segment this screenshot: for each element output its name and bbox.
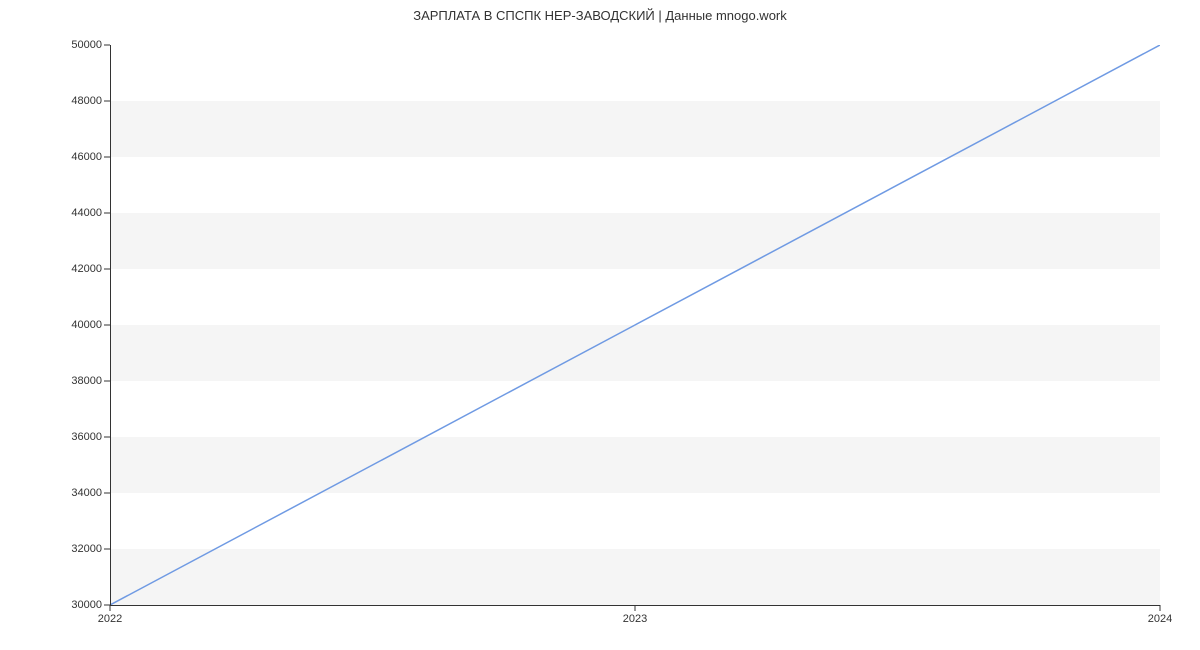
y-tick-label: 46000 <box>71 151 110 163</box>
y-tick-label: 44000 <box>71 207 110 219</box>
y-tick-label: 36000 <box>71 431 110 443</box>
y-tick-label: 34000 <box>71 487 110 499</box>
y-tick-label: 50000 <box>71 39 110 51</box>
x-tick-label: 2024 <box>1148 605 1172 625</box>
line-layer <box>110 45 1160 605</box>
x-tick-label: 2022 <box>98 605 122 625</box>
y-axis-line <box>110 45 111 605</box>
x-tick-label: 2023 <box>623 605 647 625</box>
y-tick-label: 48000 <box>71 95 110 107</box>
y-tick-label: 40000 <box>71 319 110 331</box>
y-tick-label: 38000 <box>71 375 110 387</box>
series-line-salary <box>110 45 1160 605</box>
salary-line-chart: ЗАРПЛАТА В СПСПК НЕР-ЗАВОДСКИЙ | Данные … <box>0 0 1200 650</box>
plot-area: 3000032000340003600038000400004200044000… <box>110 45 1160 605</box>
y-tick-label: 42000 <box>71 263 110 275</box>
chart-title: ЗАРПЛАТА В СПСПК НЕР-ЗАВОДСКИЙ | Данные … <box>0 8 1200 23</box>
y-tick-label: 32000 <box>71 543 110 555</box>
